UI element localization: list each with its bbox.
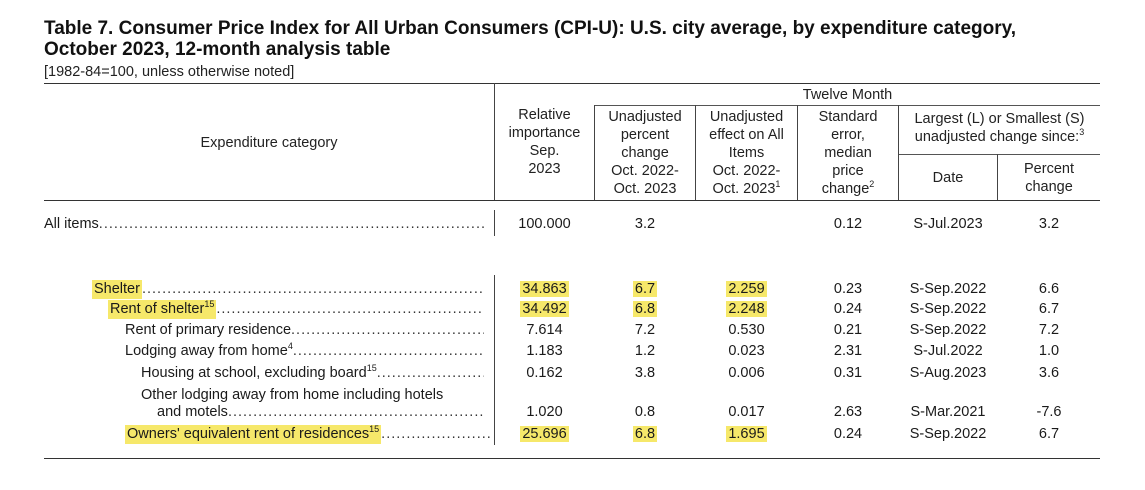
- percent-change-since-value: 6.7: [1038, 426, 1060, 442]
- footnote-marker: 15: [204, 299, 215, 310]
- footnote-marker: 15: [369, 424, 380, 435]
- date-value: S-Jul.2022: [913, 343, 983, 359]
- effect-value: 1.695: [726, 426, 767, 442]
- col-divider: [898, 105, 899, 200]
- standard-error-value: 2.63: [833, 404, 863, 420]
- table-title-line2: October 2023, 12-month analysis table: [44, 39, 391, 60]
- relative-importance-value: 0.162: [526, 365, 563, 381]
- percent-change-value: 1.2: [634, 343, 656, 359]
- standard-error-value: 0.12: [833, 216, 863, 232]
- standard-error-value: 0.21: [833, 322, 863, 338]
- standard-error-value: 0.31: [833, 365, 863, 381]
- footnote-marker: 2: [869, 179, 875, 190]
- row-label: Owners' equivalent rent of residences15.…: [125, 424, 490, 444]
- standard-error-value: 0.24: [833, 301, 863, 317]
- relative-importance-value: 7.614: [526, 322, 563, 338]
- row-label: Housing at school, excluding board15....…: [141, 363, 484, 381]
- percent-change-value: 7.2: [634, 322, 656, 338]
- header-bottom-rule: [44, 200, 1100, 201]
- relative-importance-value: 25.696: [520, 426, 569, 442]
- col-divider: [695, 105, 696, 200]
- standard-error-value: 0.24: [833, 426, 863, 442]
- col-divider: [997, 154, 998, 200]
- percent-change-since-value: 3.6: [1038, 365, 1060, 381]
- table-title: Table 7. Consumer Price Index for All Ur…: [44, 18, 1124, 60]
- effect-value: 0.017: [728, 404, 765, 420]
- table-bottom-rule: [44, 458, 1100, 459]
- row-label-line2: and motels..............................…: [157, 404, 484, 420]
- date-value: S-Sep.2022: [909, 322, 987, 338]
- date-value: S-Sep.2022: [909, 426, 987, 442]
- percent-change-since-value: 6.7: [1038, 301, 1060, 317]
- percent-change-since-value: 1.0: [1038, 343, 1060, 359]
- header-expenditure-category: Expenditure category: [200, 135, 338, 151]
- twelve-month-rule: [594, 105, 1100, 106]
- date-value: S-Aug.2023: [909, 365, 987, 381]
- largest-smallest-rule: [898, 154, 1100, 155]
- header-twelve-month: Twelve Month: [802, 87, 893, 103]
- footnote-marker: 15: [366, 363, 377, 374]
- row-label: Lodging away from home4.................…: [125, 341, 484, 359]
- relative-importance-value: 34.492: [520, 301, 569, 317]
- col-divider: [594, 105, 595, 200]
- row-label-line1: Other lodging away from home including h…: [141, 387, 444, 403]
- date-value: S-Jul.2023: [913, 216, 983, 232]
- table-title-line1: Table 7. Consumer Price Index for All Ur…: [44, 18, 1017, 39]
- relative-importance-value: 100.000: [518, 216, 571, 232]
- relative-importance-value: 1.020: [526, 404, 563, 420]
- effect-value: 0.530: [728, 322, 765, 338]
- date-value: S-Sep.2022: [909, 301, 987, 317]
- header-relative-importance: Relative importance Sep. 2023: [508, 107, 581, 177]
- col-divider: [797, 105, 798, 200]
- col-divider: [494, 83, 495, 200]
- col-divider: [494, 210, 495, 236]
- col-divider: [494, 275, 495, 445]
- effect-value: 2.248: [726, 301, 767, 317]
- relative-importance-value: 34.863: [520, 281, 569, 297]
- relative-importance-value: 1.183: [526, 343, 563, 359]
- header-date: Date: [932, 170, 964, 186]
- row-label: Shelter.................................…: [92, 280, 484, 299]
- standard-error-value: 0.23: [833, 281, 863, 297]
- header-unadjusted-percent-change: Unadjusted percent change Oct. 2022- Oct…: [608, 109, 682, 197]
- header-percent-change: Percent change: [1024, 161, 1074, 195]
- standard-error-value: 2.31: [833, 343, 863, 359]
- percent-change-value: 6.7: [632, 281, 658, 297]
- percent-change-value: 6.8: [632, 301, 658, 317]
- footnote-marker: 3: [1079, 127, 1085, 138]
- footnote-marker: 4: [287, 341, 293, 352]
- percent-change-value: 6.8: [632, 426, 658, 442]
- base-period-note: [1982-84=100, unless otherwise noted]: [44, 64, 295, 80]
- percent-change-value: 0.8: [634, 404, 656, 420]
- effect-value: 0.023: [728, 343, 765, 359]
- header-largest-smallest: Largest (L) or Smallest (S) unadjusted c…: [914, 111, 1085, 145]
- percent-change-since-value: 6.6: [1038, 281, 1060, 297]
- row-label: Rent of shelter15.......................…: [108, 299, 484, 319]
- row-label: Rent of primary residence...............…: [125, 322, 484, 338]
- footnote-marker: 1: [775, 179, 781, 190]
- table-top-rule: [44, 83, 1100, 84]
- effect-value: 0.006: [728, 365, 765, 381]
- header-standard-error: Standard error, median price change2: [818, 109, 878, 197]
- row-label: All items...............................…: [44, 216, 484, 232]
- percent-change-value: 3.8: [634, 365, 656, 381]
- date-value: S-Sep.2022: [909, 281, 987, 297]
- percent-change-since-value: 7.2: [1038, 322, 1060, 338]
- percent-change-since-value: -7.6: [1036, 404, 1062, 420]
- date-value: S-Mar.2021: [910, 404, 986, 420]
- percent-change-value: 3.2: [634, 216, 656, 232]
- effect-value: 2.259: [726, 281, 767, 297]
- header-unadjusted-effect: Unadjusted effect on All Items Oct. 2022…: [709, 109, 784, 197]
- percent-change-since-value: 3.2: [1038, 216, 1060, 232]
